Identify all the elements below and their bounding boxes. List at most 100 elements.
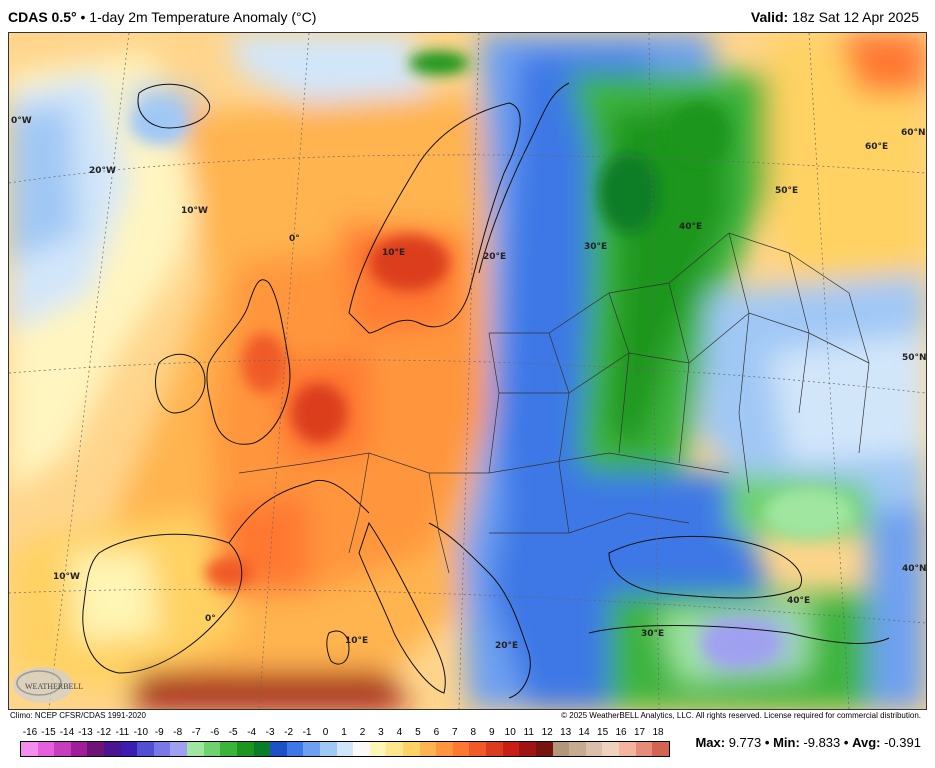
map-canvas: 0°W 20°W 10°W 0° 10°E 20°E 30°E 40°E 50°…	[9, 33, 926, 709]
legend-swatch	[552, 742, 570, 756]
anatolia-coast	[588, 625, 890, 644]
legend-tick-label: -6	[210, 727, 220, 738]
baltic-coast	[478, 82, 570, 274]
legend-tick-label: -13	[78, 727, 93, 738]
legend-tick-label: -3	[265, 727, 275, 738]
legend-tick-label: -14	[59, 727, 75, 738]
legend-swatch	[486, 742, 503, 756]
legend-swatch	[303, 742, 320, 756]
weatherbell-logo: WEATHERBELL	[13, 667, 83, 703]
avg-label: Avg:	[852, 735, 881, 750]
max-label: Max:	[695, 735, 726, 750]
legend-tick-label: 0	[322, 727, 329, 738]
graticule-label: 10°E	[382, 248, 405, 258]
italy-outline	[358, 521, 446, 694]
separator: •	[764, 735, 770, 750]
legend-tick-label: 6	[433, 727, 440, 738]
graticule-label: 40°E	[787, 596, 810, 606]
legend-tick-label: 12	[541, 727, 553, 738]
legend-swatch	[369, 742, 387, 756]
graticule-label: 30°E	[584, 242, 607, 252]
legend-tick-label: 7	[452, 727, 458, 738]
legend-swatch	[104, 742, 121, 756]
legend-tick-label: 3	[378, 727, 384, 738]
legend-swatch	[436, 742, 453, 756]
graticule-label: 30°E	[641, 629, 664, 639]
legend-swatch	[602, 742, 619, 756]
legend-swatch	[70, 742, 88, 756]
legend-tick-label: -8	[173, 727, 183, 738]
legend-tick-label: -12	[96, 727, 112, 738]
legend-tick-label: 9	[488, 727, 495, 738]
product-name: CDAS 0.5°	[8, 9, 77, 25]
legend-swatch	[270, 742, 287, 756]
legend-swatch	[353, 742, 370, 756]
legend-tick-label: -9	[154, 727, 164, 738]
legend-swatch	[220, 742, 237, 756]
legend-swatch	[21, 742, 38, 756]
graticule	[9, 33, 926, 709]
legend-tick-label: 4	[396, 727, 403, 738]
legend-swatch	[253, 742, 271, 756]
sardinia-outline	[326, 630, 350, 665]
iceland-outline	[137, 83, 211, 129]
legend-tick-label: -4	[247, 727, 257, 738]
legend-tick-label: 11	[523, 727, 534, 738]
graticule-label: 10°E	[345, 636, 368, 646]
legend-labels: -16 -15 -14 -13 -12 -11 -10 -9 -8 -7 -6 -5 -4 -3 -2 -1 0…	[20, 727, 670, 739]
avg-value: -0.391	[884, 735, 921, 750]
min-value: -9.833	[803, 735, 841, 750]
legend-swatch	[452, 742, 470, 756]
adriatic-coast	[428, 522, 531, 699]
graticule-label: 20°W	[89, 166, 116, 176]
legend-tick-label: -2	[284, 727, 294, 738]
valid-time: Valid: 18z Sat 12 Apr 2025	[751, 9, 919, 25]
legend-tick-label: 8	[470, 727, 477, 738]
legend-tick-label: 5	[415, 727, 421, 738]
great-britain-outline	[206, 279, 291, 445]
color-legend: -16 -15 -14 -13 -12 -11 -10 -9 -8 -7 -6 -5 -4 -3 -2 -1 0…	[20, 724, 670, 764]
valid-value: 18z Sat 12 Apr 2025	[792, 9, 919, 25]
graticule-label: 10°W	[53, 572, 80, 582]
field-stats: Max: 9.773 • Min: -9.833 • Avg: -0.391	[695, 735, 921, 750]
legend-tick-label: -11	[115, 727, 130, 738]
legend-swatch	[502, 742, 520, 756]
scandinavia-outline	[348, 102, 521, 334]
legend-tick-label: 17	[633, 727, 646, 738]
legend-swatch	[585, 742, 603, 756]
legend-tick-label: -5	[228, 727, 238, 738]
legend-swatch	[54, 742, 71, 756]
legend-tick-label: -1	[302, 727, 312, 738]
credits: Climo: NCEP CFSR/CDAS 1991-2020 © 2025 W…	[8, 710, 927, 722]
climo-note: Climo: NCEP CFSR/CDAS 1991-2020	[10, 711, 146, 720]
france-coast	[228, 479, 370, 544]
graticule-label: 40°N	[902, 564, 926, 574]
legend-swatch	[236, 742, 254, 756]
graticule-label: 0°	[205, 614, 216, 624]
legend-tick-label: 18	[652, 727, 664, 738]
graticule-label: 0°	[289, 234, 300, 244]
legend-tick-label: -16	[22, 727, 38, 738]
min-label: Min:	[773, 735, 800, 750]
graticule-labels: 0°W 20°W 10°W 0° 10°E 20°E 30°E 40°E 50°…	[11, 116, 926, 651]
legend-swatch	[519, 742, 536, 756]
legend-tick-label: -15	[41, 727, 56, 738]
black-sea-outline	[608, 535, 802, 599]
watermark-text: WEATHERBELL	[25, 682, 83, 691]
field-title: • 1-day 2m Temperature Anomaly (°C)	[80, 9, 317, 25]
legend-tick-label: -7	[191, 727, 201, 738]
legend-swatch	[137, 742, 154, 756]
graticule-label: 50°N	[902, 353, 926, 363]
legend-swatch	[336, 742, 354, 756]
valid-label: Valid:	[750, 9, 789, 25]
legend-tick-label: -10	[133, 727, 149, 738]
legend-tick-label: 2	[359, 727, 366, 738]
legend-swatch	[652, 742, 669, 756]
legend-tick-label: 14	[578, 727, 590, 738]
legend-swatch	[419, 742, 437, 756]
anomaly-map: 0°W 20°W 10°W 0° 10°E 20°E 30°E 40°E 50°…	[8, 32, 927, 710]
legend-tick-label: 15	[597, 727, 609, 738]
legend-swatch	[319, 742, 337, 756]
legend-swatch	[87, 742, 105, 756]
iberia-outline	[82, 533, 243, 674]
